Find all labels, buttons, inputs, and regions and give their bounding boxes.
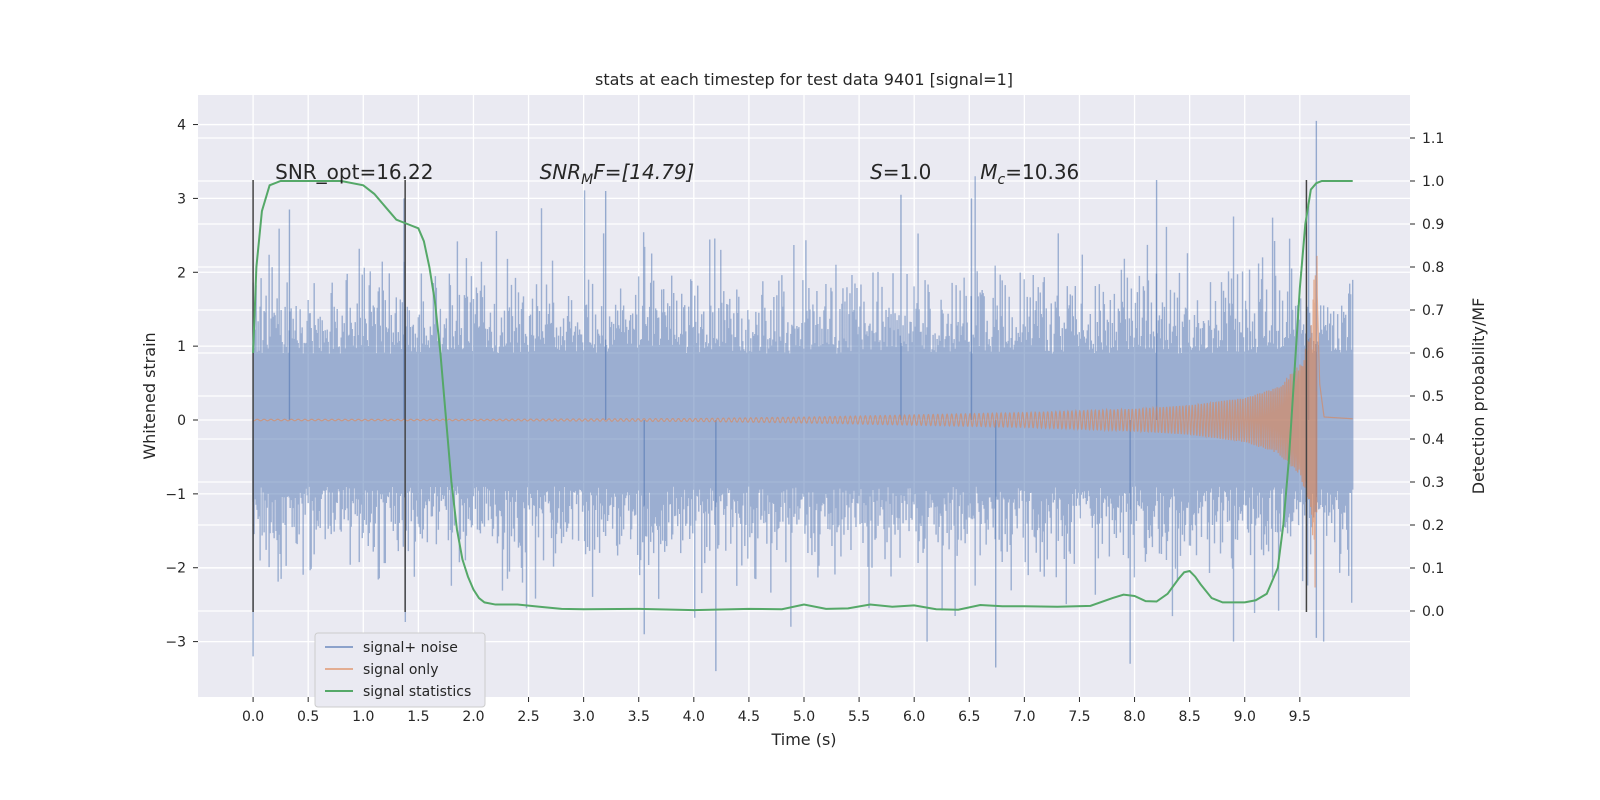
y2-tick-label: 0.9 (1422, 217, 1444, 233)
y2-tick-label: 0.6 (1422, 346, 1444, 362)
x-tick-label: 9.5 (1289, 709, 1311, 725)
y2-tick-label: 0.8 (1422, 260, 1444, 276)
legend-label-signal-only: signal only (363, 662, 438, 678)
y-tick-label: 3 (177, 191, 186, 207)
signal-statistics-line (252, 180, 1353, 612)
x-tick-label: 9.0 (1234, 709, 1256, 725)
x-tick-label: 1.0 (352, 709, 374, 725)
y-tick-label: 1 (177, 339, 186, 355)
legend-box (314, 632, 486, 708)
y2-tick-label: 0.2 (1422, 518, 1444, 534)
y-tick-label: −1 (165, 487, 186, 503)
y-tick-label: 0 (177, 413, 186, 429)
x-axis-ticks: 0.0 0.5 1.0 1.5 2.0 2.5 3.0 3.5 4.0 4.5 5.0 5.5 6.0 6… (242, 697, 1311, 725)
annotation-s-symbol: S (870, 160, 883, 184)
signal-only-line (252, 255, 1353, 588)
x-tick-label: 5.0 (793, 709, 815, 725)
x-tick-label: 2.5 (517, 709, 539, 725)
signal-only-series (252, 255, 1353, 588)
x-tick-label: 4.5 (738, 709, 760, 725)
y2-tick-label: 0.1 (1422, 561, 1444, 577)
x-tick-label: 7.5 (1068, 709, 1090, 725)
annotation-snr-mf-subscript: M (581, 172, 593, 188)
annotation-snr-mf-symbol: SNR (540, 160, 582, 184)
annotation-mc-subscript: c (998, 172, 1006, 188)
x-tick-label: 5.5 (848, 709, 870, 725)
x-tick-label: 1.5 (407, 709, 429, 725)
y2-axis-label: Detection probability/MF (1469, 298, 1488, 495)
y-axis-ticks: 4 3 2 1 0 −1 −2 −3 (165, 118, 198, 651)
y-tick-label: −2 (165, 561, 186, 577)
x-tick-label: 4.0 (683, 709, 705, 725)
x-tick-label: 7.0 (1013, 709, 1035, 725)
marker-lines (252, 179, 1308, 613)
y2-tick-label: 0.5 (1422, 389, 1444, 405)
x-tick-label: 3.5 (628, 709, 650, 725)
x-tick-label: 0.0 (242, 709, 264, 725)
annotation-s: S=1.0 (870, 160, 931, 184)
y2-tick-label: 0.3 (1422, 475, 1444, 491)
legend-label-signal-statistics: signal statistics (363, 684, 471, 700)
x-tick-label: 6.5 (958, 709, 980, 725)
legend-label-signal-plus-noise: signal+ noise (363, 640, 458, 656)
annotation-mc: Mc=10.36 (980, 160, 1079, 188)
legend: signal+ noise signal only signal statist… (314, 632, 486, 708)
y2-axis-ticks: 1.1 1.0 0.9 0.8 0.7 0.6 0.5 0.4 0.3 0.2 0.1 0.0 (1410, 131, 1444, 620)
x-tick-label: 8.0 (1123, 709, 1145, 725)
chart-title: stats at each timestep for test data 940… (595, 70, 1013, 89)
y2-tick-label: 0.0 (1422, 604, 1444, 620)
x-tick-label: 6.0 (903, 709, 925, 725)
x-axis-label: Time (s) (770, 730, 836, 749)
x-tick-label: 8.5 (1179, 709, 1201, 725)
y-tick-label: −3 (165, 635, 186, 651)
annotation-mc-symbol: M (980, 160, 997, 184)
y2-tick-label: 0.7 (1422, 303, 1444, 319)
y2-tick-label: 1.0 (1422, 174, 1444, 190)
y-axis-label: Whitened strain (140, 332, 159, 459)
x-tick-label: 0.5 (297, 709, 319, 725)
annotation-mc-rest: =10.36 (1005, 160, 1079, 184)
signal-statistics-series (252, 180, 1353, 612)
y2-tick-label: 1.1 (1422, 131, 1444, 147)
annotation-snr-mf: SNRMF=[14.79] (540, 160, 695, 188)
y2-tick-label: 0.4 (1422, 432, 1444, 448)
annotation-snr-mf-rest: F=[14.79] (593, 160, 694, 184)
annotation-s-rest: =1.0 (883, 160, 932, 184)
x-tick-label: 3.0 (573, 709, 595, 725)
y-tick-label: 4 (177, 118, 186, 134)
annotation-snr-opt: SNR_opt=16.22 (275, 160, 433, 184)
y-tick-label: 2 (177, 265, 186, 281)
x-tick-label: 2.0 (462, 709, 484, 725)
